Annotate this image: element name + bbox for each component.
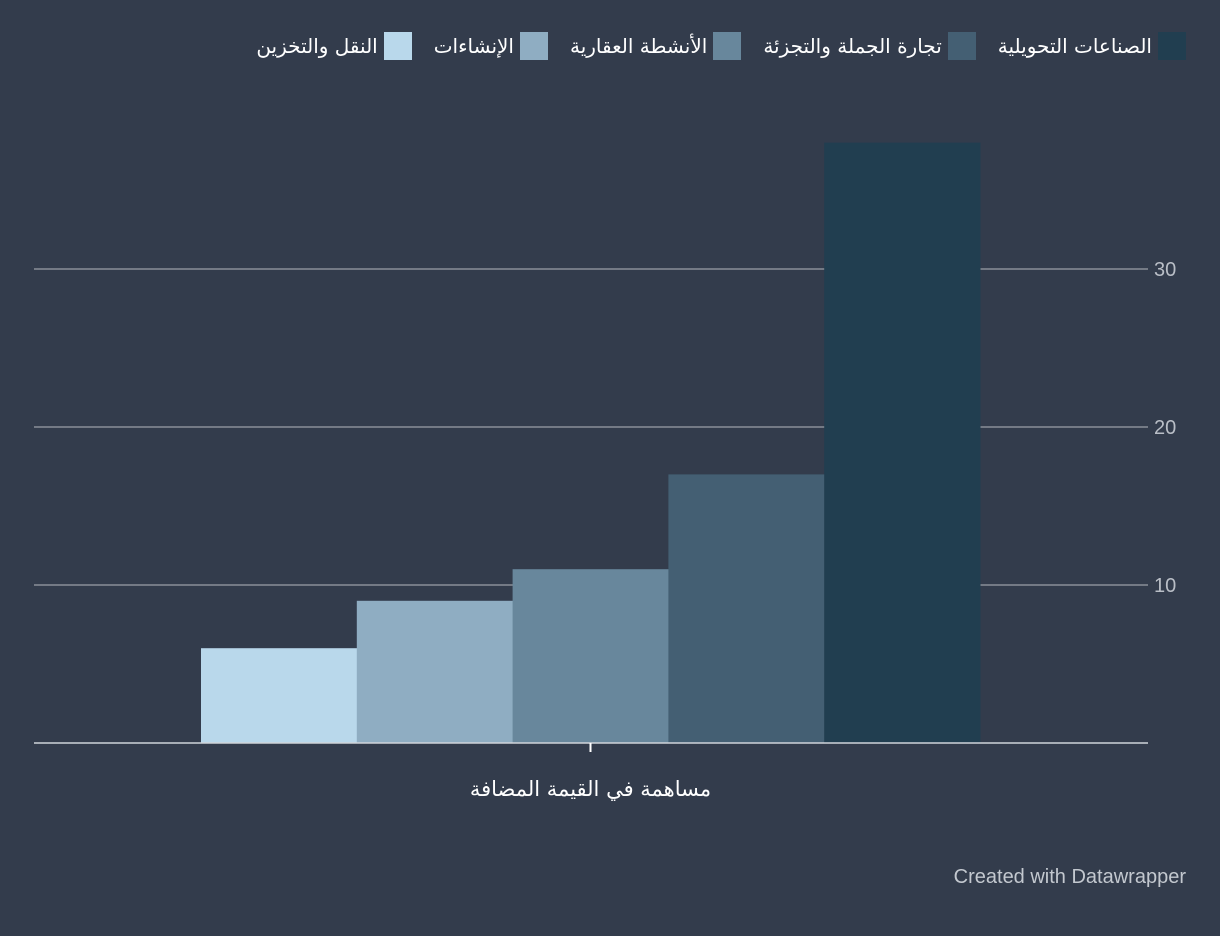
legend-label: الإنشاءات	[433, 34, 514, 58]
bar	[824, 142, 981, 744]
legend-label: تجارة الجملة والتجزئة	[763, 34, 942, 58]
bar	[356, 600, 514, 743]
grid-lines: 10 20 30	[34, 259, 1176, 597]
bar	[668, 474, 825, 743]
legend-swatch	[383, 32, 412, 60]
axes: مساهمة في القيمة المضافة	[34, 742, 1148, 801]
legend-swatch	[1158, 32, 1186, 60]
legend-label: النقل والتخزين	[256, 34, 378, 58]
legend-swatch	[713, 32, 742, 60]
bar	[512, 569, 669, 743]
legend-swatch	[519, 32, 548, 60]
y-tick-label: 10	[1154, 575, 1176, 597]
y-tick-label: 30	[1154, 259, 1176, 281]
y-tick-label: 20	[1154, 417, 1176, 439]
bars	[201, 142, 981, 744]
legend-item: الأنشطة العقارية	[569, 32, 742, 60]
credit-text: Created with Datawrapper	[953, 866, 1186, 888]
legend-swatch	[947, 32, 976, 60]
bar	[201, 648, 358, 743]
legend: الصناعات التحويلية تجارة الجملة والتجزئة ا…	[34, 32, 1186, 60]
legend-item: تجارة الجملة والتجزئة	[763, 32, 976, 60]
legend-label: الصناعات التحويلية	[997, 34, 1152, 58]
legend-item: الإنشاءات	[434, 32, 548, 60]
legend-item: الصناعات التحويلية	[998, 32, 1186, 60]
legend-item: النقل والتخزين	[256, 32, 412, 60]
legend-label: الأنشطة العقارية	[569, 34, 708, 58]
x-category-label: مساهمة في القيمة المضافة	[470, 777, 711, 801]
